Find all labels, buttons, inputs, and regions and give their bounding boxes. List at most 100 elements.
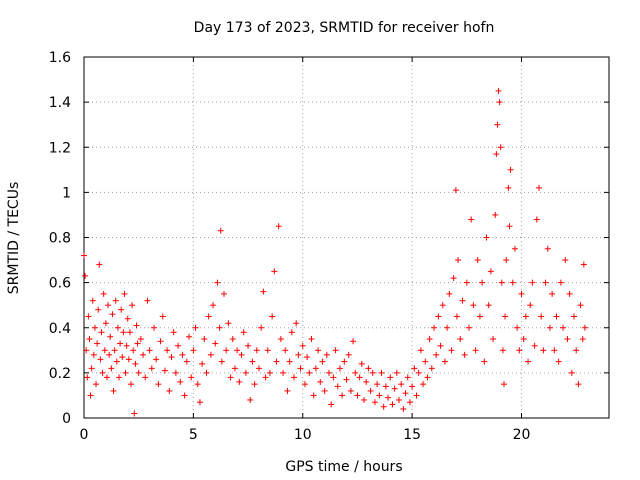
data-point — [568, 369, 575, 376]
data-point — [117, 340, 124, 347]
data-point — [385, 394, 392, 401]
data-point — [494, 121, 501, 128]
data-point — [210, 302, 217, 309]
data-point — [413, 392, 420, 399]
data-point — [575, 381, 582, 388]
y-tick-label: 0.4 — [49, 321, 71, 337]
data-point — [124, 315, 131, 322]
data-point — [520, 336, 527, 343]
data-point — [457, 336, 464, 343]
data-point — [529, 279, 536, 286]
data-point — [128, 381, 135, 388]
data-point — [536, 184, 542, 191]
data-points — [81, 87, 588, 417]
data-point — [99, 369, 106, 376]
data-point — [450, 275, 457, 282]
data-point — [201, 336, 208, 343]
data-point — [113, 358, 120, 365]
data-point — [221, 290, 227, 297]
data-point — [354, 392, 361, 399]
data-point — [212, 340, 219, 347]
data-point — [105, 302, 112, 309]
data-point — [533, 216, 540, 223]
data-point — [398, 381, 405, 388]
data-point — [446, 290, 453, 297]
data-point — [94, 340, 101, 347]
data-point — [236, 378, 243, 385]
data-point — [275, 223, 282, 230]
data-point — [175, 342, 182, 349]
data-point — [511, 245, 518, 252]
data-point — [506, 223, 513, 230]
data-point — [207, 351, 214, 358]
data-point — [455, 257, 462, 264]
data-point — [490, 336, 497, 343]
data-point — [571, 313, 577, 320]
data-point — [119, 354, 126, 361]
data-point — [341, 358, 348, 365]
data-point — [116, 374, 122, 381]
data-point — [111, 347, 118, 354]
data-point — [452, 187, 459, 194]
data-point — [161, 367, 168, 374]
x-tick-label: 5 — [189, 427, 198, 443]
data-point — [249, 358, 256, 365]
data-point — [231, 365, 238, 372]
data-point — [256, 365, 262, 372]
data-point — [89, 297, 96, 304]
data-point — [120, 329, 127, 336]
data-point — [389, 401, 396, 408]
data-point — [98, 329, 105, 336]
data-point — [170, 329, 177, 336]
data-point — [179, 351, 186, 358]
data-point — [101, 347, 108, 354]
data-point — [544, 245, 551, 252]
data-point — [282, 347, 289, 354]
data-point — [299, 342, 306, 349]
data-point — [441, 358, 448, 365]
data-point — [409, 383, 416, 390]
data-point — [286, 358, 293, 365]
data-point — [411, 365, 418, 372]
data-point — [301, 381, 308, 388]
data-point — [85, 313, 92, 320]
data-point — [326, 369, 332, 376]
data-point — [466, 324, 472, 331]
data-point — [321, 387, 328, 394]
data-point — [503, 257, 510, 264]
data-point — [566, 290, 573, 297]
data-point — [194, 381, 201, 388]
data-point — [330, 374, 337, 381]
y-tick-label: 0.6 — [49, 276, 71, 292]
data-point — [444, 324, 451, 331]
data-point — [155, 381, 162, 388]
data-point — [148, 365, 155, 372]
data-point — [501, 381, 507, 388]
data-point — [122, 369, 129, 376]
data-point — [472, 347, 479, 354]
data-point — [507, 166, 514, 173]
data-point — [424, 374, 431, 381]
data-point — [130, 347, 137, 354]
data-point — [496, 99, 503, 106]
data-point — [382, 383, 389, 390]
data-point — [126, 329, 133, 336]
data-point — [356, 374, 363, 381]
data-point — [137, 336, 144, 343]
data-point — [217, 227, 224, 234]
data-point — [84, 374, 91, 381]
data-point — [151, 324, 157, 331]
data-point — [334, 383, 341, 390]
data-point — [310, 392, 317, 399]
data-point — [553, 313, 560, 320]
data-point — [400, 405, 407, 412]
data-point — [499, 347, 506, 354]
data-point — [253, 347, 260, 354]
data-point — [172, 369, 179, 376]
data-point — [518, 290, 525, 297]
data-point — [487, 268, 494, 275]
data-point — [531, 342, 538, 349]
data-point — [262, 374, 269, 381]
data-point — [102, 320, 109, 327]
data-point — [293, 320, 300, 327]
